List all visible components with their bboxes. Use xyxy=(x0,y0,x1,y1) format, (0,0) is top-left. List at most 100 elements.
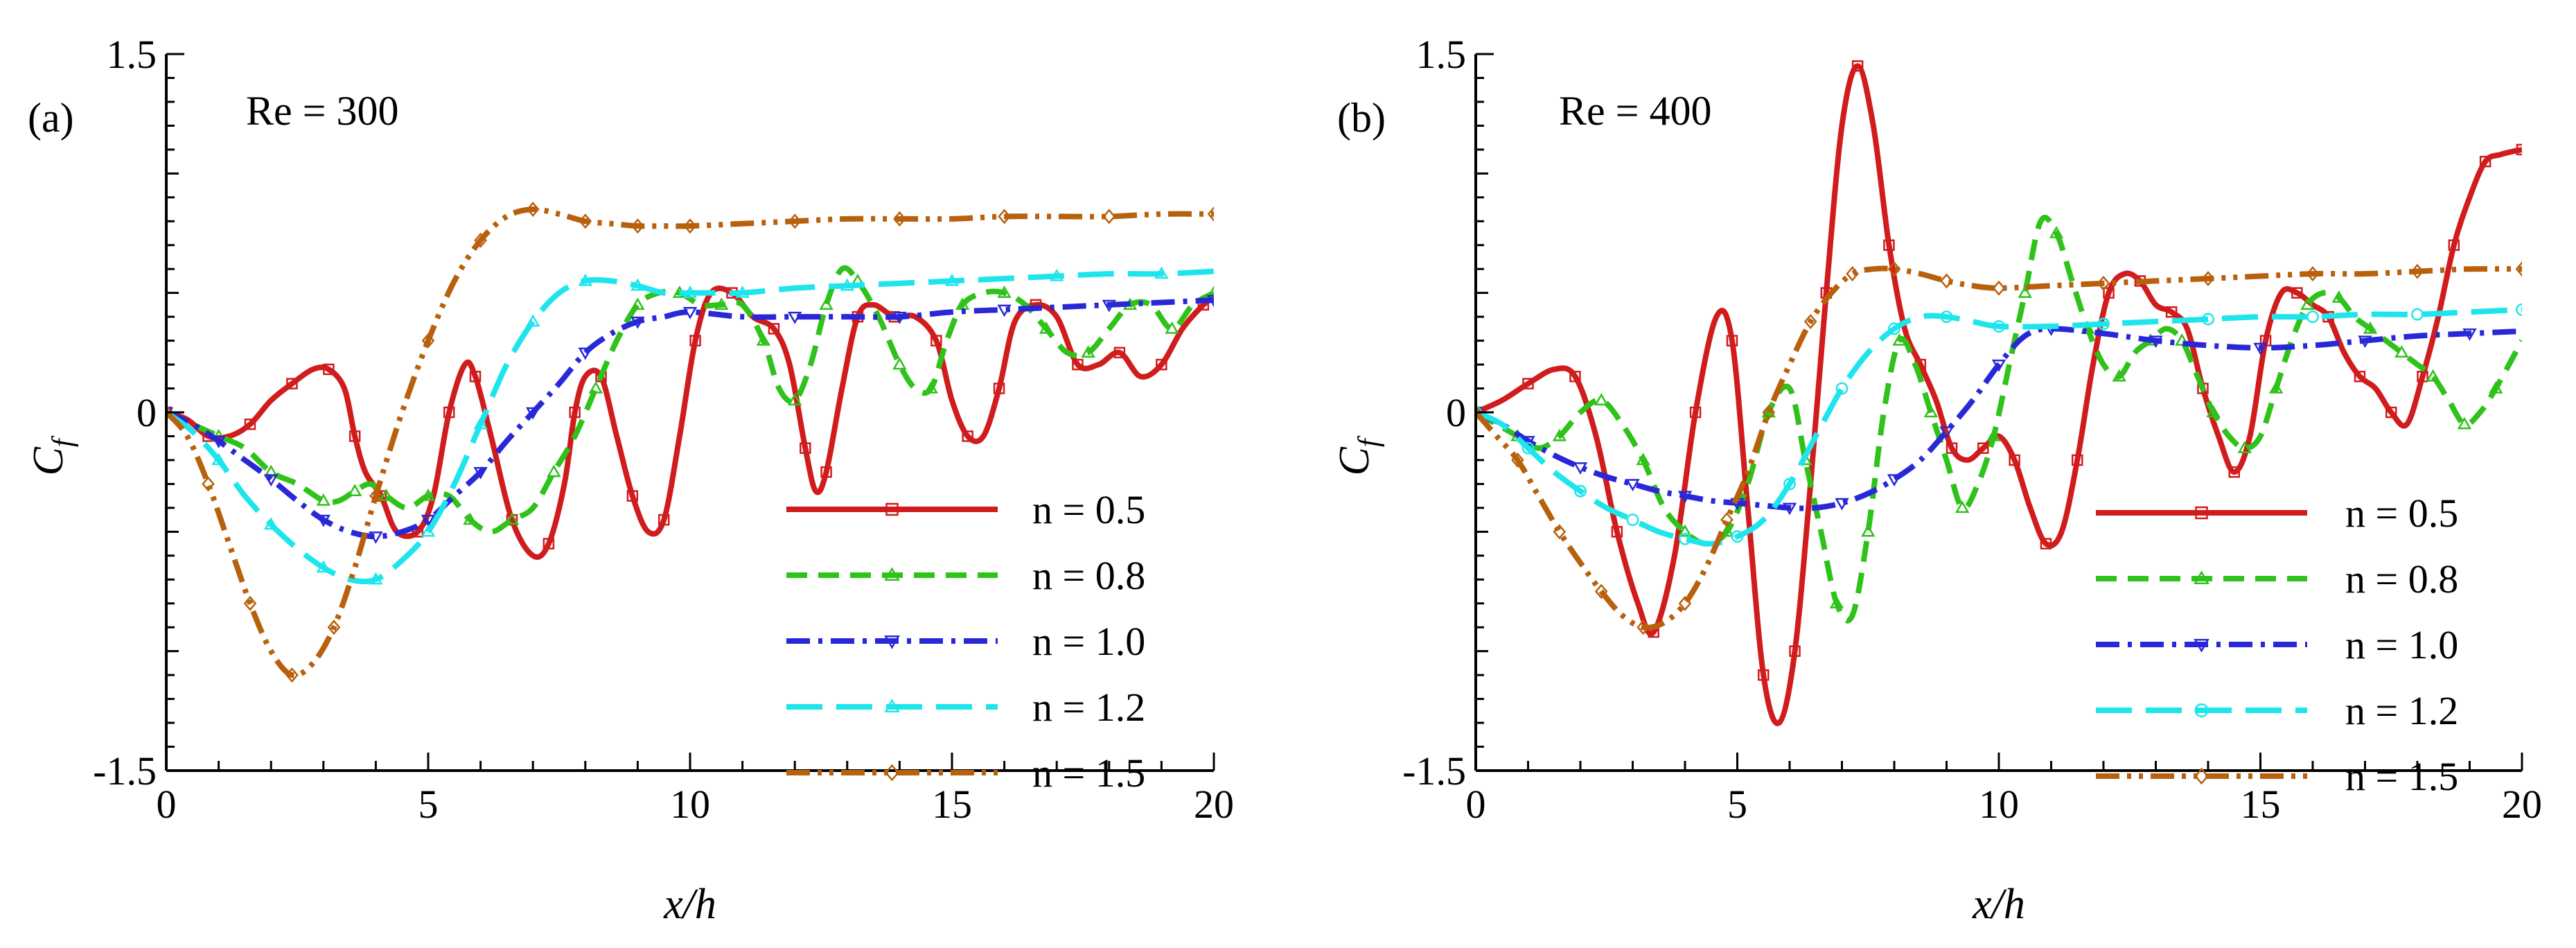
data-point xyxy=(1206,295,1214,308)
series-line xyxy=(1476,63,2522,726)
data-point xyxy=(1888,322,1900,335)
data-point xyxy=(504,512,520,525)
data-point xyxy=(2237,441,2252,453)
data-point xyxy=(2462,328,2477,341)
data-point xyxy=(998,209,1011,225)
data-point xyxy=(316,493,331,506)
data-point xyxy=(1154,266,1169,279)
data-point xyxy=(1892,333,1907,346)
data-point xyxy=(1573,462,1588,475)
data-point xyxy=(1887,261,1901,277)
data-point xyxy=(820,466,832,478)
data-point xyxy=(893,211,906,227)
data-point xyxy=(2291,287,2303,299)
data-point xyxy=(525,314,540,327)
data-point xyxy=(993,383,1005,394)
data-point xyxy=(787,393,802,405)
data-point xyxy=(756,333,771,346)
data-point xyxy=(1677,491,1693,504)
data-point xyxy=(1955,500,1970,514)
legend-marker xyxy=(885,502,899,516)
y-axis-title: Cf xyxy=(25,435,79,475)
data-point xyxy=(1511,452,1524,468)
data-point xyxy=(1835,382,1849,395)
data-point xyxy=(1039,321,1054,334)
data-point xyxy=(469,371,482,383)
data-point xyxy=(689,335,701,346)
data-point xyxy=(962,430,973,442)
data-point xyxy=(1940,310,1953,324)
legend-entry: n = 1.5 xyxy=(2096,754,2458,799)
data-point xyxy=(1522,378,1534,389)
data-point xyxy=(474,232,487,248)
series-line xyxy=(166,268,1214,585)
data-point xyxy=(2009,454,2020,466)
data-point xyxy=(1782,502,1797,516)
data-point xyxy=(819,297,833,310)
legend-marker xyxy=(884,699,900,713)
data-point xyxy=(1678,595,1692,611)
x-tick-label: 20 xyxy=(2502,782,2542,827)
series-line xyxy=(1476,306,2522,547)
data-point xyxy=(787,311,802,324)
data-point xyxy=(1626,514,1639,527)
data-point xyxy=(2385,406,2397,419)
data-point xyxy=(347,484,362,496)
data-point xyxy=(2206,405,2221,418)
data-point xyxy=(1049,268,1064,281)
data-point xyxy=(323,363,335,376)
x-tick-label: 10 xyxy=(1979,782,2019,827)
data-point xyxy=(1521,441,1535,455)
data-point xyxy=(997,286,1012,298)
data-point xyxy=(1939,426,1954,439)
data-point xyxy=(1611,526,1623,538)
data-point xyxy=(2457,416,2472,430)
data-point xyxy=(2426,369,2440,382)
data-point xyxy=(369,532,383,544)
y-tick-label: -1.5 xyxy=(93,748,157,793)
data-point xyxy=(327,620,341,635)
data-point xyxy=(714,297,729,310)
legend-label: n = 1.5 xyxy=(1032,750,1145,796)
data-point xyxy=(1992,280,2006,296)
data-point xyxy=(1846,266,1859,282)
data-point xyxy=(2363,321,2378,334)
data-point xyxy=(569,406,581,419)
y-tick-label: 1.5 xyxy=(1416,32,1467,77)
data-point xyxy=(1206,286,1214,298)
legend: n = 0.5 n = 0.8 n = 1.0 n = 1.2 n = 1.5 xyxy=(2096,491,2458,799)
data-point xyxy=(1677,524,1693,537)
y-tick-label: 0 xyxy=(136,390,157,435)
data-point xyxy=(630,316,645,329)
data-point xyxy=(997,304,1012,317)
data-point xyxy=(1553,524,1567,540)
legend-marker xyxy=(2194,570,2209,585)
series-n-1-5 xyxy=(1476,261,2522,635)
series-line xyxy=(1476,326,2522,511)
data-point xyxy=(1165,321,1179,334)
data-point xyxy=(2394,345,2409,358)
legend-entry: n = 1.0 xyxy=(2096,622,2458,667)
series-line xyxy=(1476,265,2522,631)
x-axis-title: x/h xyxy=(1972,881,2025,928)
legend-label: n = 0.8 xyxy=(2345,556,2458,602)
panel-label: (b) xyxy=(1337,95,1386,141)
data-point xyxy=(421,524,436,537)
data-point xyxy=(2097,317,2110,331)
data-point xyxy=(1758,669,1770,681)
data-point xyxy=(547,464,561,477)
data-point xyxy=(1689,406,1702,419)
data-point xyxy=(1762,404,1776,421)
series-n-1-5 xyxy=(166,201,1214,683)
y-tick-label: -1.5 xyxy=(1402,748,1466,793)
data-point xyxy=(2358,335,2372,349)
data-point xyxy=(2081,321,2095,334)
annotation-reynolds: Re = 400 xyxy=(1559,88,1712,134)
data-point xyxy=(1993,319,2005,333)
data-point xyxy=(2516,143,2522,156)
legend-entry: n = 0.5 xyxy=(2096,491,2458,536)
data-point xyxy=(631,218,644,234)
data-point xyxy=(1574,484,1587,498)
data-point xyxy=(1569,371,1581,383)
